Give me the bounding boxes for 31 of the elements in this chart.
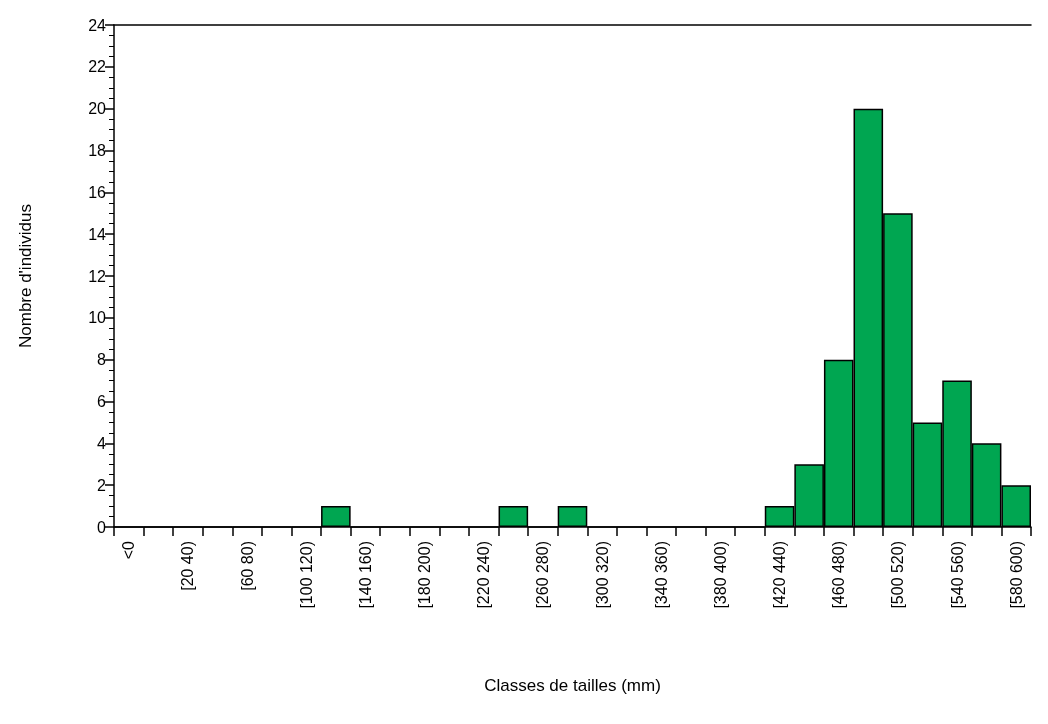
- y-tick-label: 8: [97, 351, 107, 369]
- x-tick-label: [580 600): [1007, 541, 1025, 609]
- y-tick-label: 24: [88, 16, 107, 34]
- y-tick-label: 14: [88, 225, 107, 243]
- x-tick-label: [300 320): [593, 541, 611, 609]
- x-tick-label: [260 280): [534, 541, 552, 609]
- y-tick-label: 4: [97, 434, 107, 452]
- y-tick-label: 22: [88, 58, 107, 76]
- x-axis-title: Classes de tailles (mm): [484, 676, 661, 695]
- y-tick-label: 2: [97, 476, 107, 494]
- x-tick-label: [140 160): [356, 541, 374, 609]
- x-tick-label: [220 240): [475, 541, 493, 609]
- y-tick-label: 0: [97, 518, 107, 536]
- y-tick-label: 12: [88, 267, 107, 285]
- y-tick-label: 20: [88, 100, 107, 118]
- x-tick-label: [460 480): [830, 541, 848, 609]
- x-tick-label: [420 440): [771, 541, 789, 609]
- x-tick-label: [60 80): [238, 541, 256, 591]
- y-axis-title: Nombre d'individus: [16, 203, 35, 349]
- x-tick-label: [380 400): [711, 541, 729, 609]
- x-tick-label: [180 200): [416, 541, 434, 609]
- x-tick-label: <0: [120, 540, 138, 560]
- x-tick-label: [20 40): [179, 541, 197, 591]
- y-tick-label: 10: [88, 309, 107, 327]
- y-tick-label: 6: [97, 393, 107, 410]
- y-tick-label: 16: [88, 183, 107, 201]
- x-tick-label: [100 120): [297, 541, 315, 609]
- y-tick-label: 18: [88, 142, 107, 159]
- x-tick-label: [500 520): [889, 541, 907, 609]
- x-tick-label: [340 360): [652, 541, 670, 609]
- x-tick-label: [540 560): [948, 541, 966, 609]
